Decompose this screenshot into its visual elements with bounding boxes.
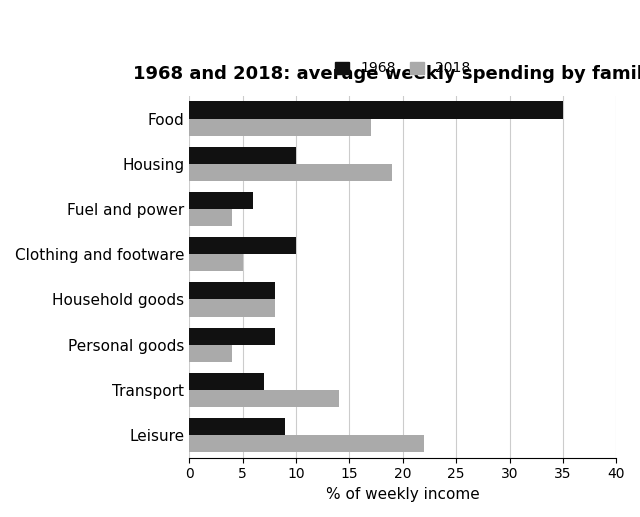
Bar: [189, 345, 232, 362]
Bar: [189, 282, 275, 299]
Bar: [189, 435, 424, 452]
X-axis label: % of weekly income: % of weekly income: [326, 487, 480, 502]
Bar: [189, 373, 264, 390]
Bar: [189, 254, 243, 271]
Bar: [189, 209, 232, 226]
Bar: [189, 192, 253, 209]
Bar: [189, 101, 563, 118]
Bar: [189, 118, 371, 136]
Title: 1968 and 2018: average weekly spending by families: 1968 and 2018: average weekly spending b…: [133, 65, 640, 83]
Bar: [189, 327, 275, 345]
Bar: [189, 418, 285, 435]
Bar: [189, 390, 339, 407]
Bar: [189, 147, 296, 164]
Bar: [189, 299, 275, 316]
Bar: [189, 237, 296, 254]
Bar: [189, 164, 392, 181]
Legend: 1968, 2018: 1968, 2018: [330, 56, 476, 81]
